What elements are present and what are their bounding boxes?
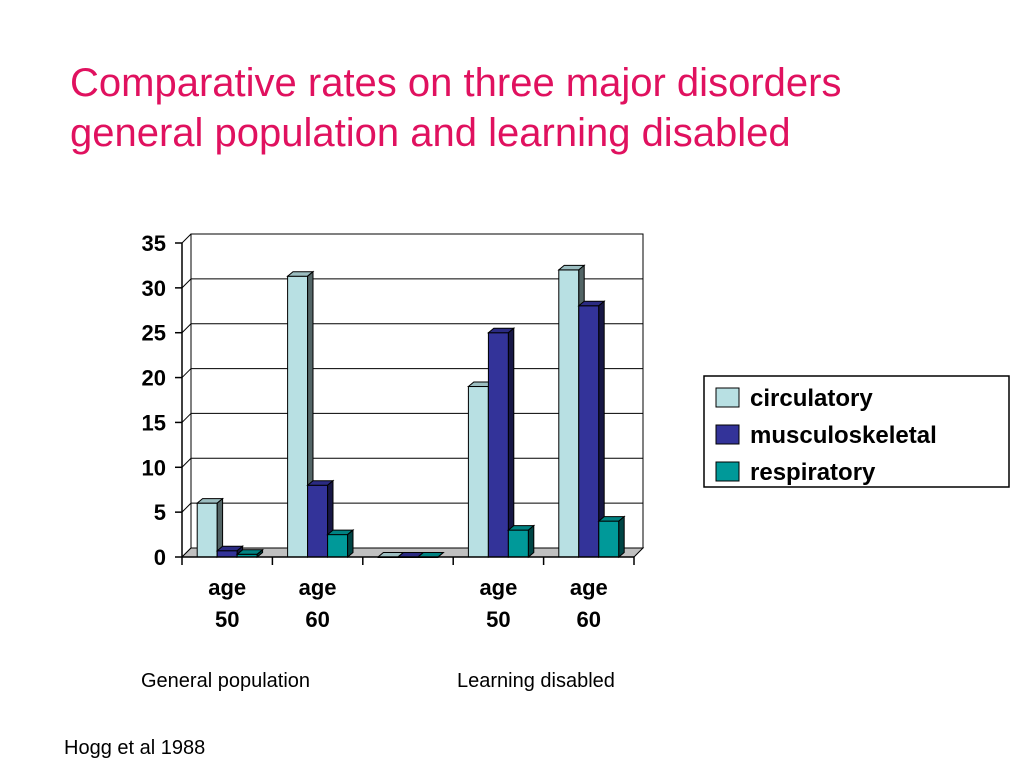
bar-front [558, 269, 580, 558]
bar-front [216, 550, 238, 558]
bar-side [437, 552, 444, 558]
title-line-1: Comparative rates on three major disorde… [70, 61, 842, 105]
gridline-side [181, 233, 192, 244]
legend: circulatory musculoskeletal respiratory [703, 375, 1010, 488]
bar-respiratory [507, 524, 536, 559]
x-category-label: 50 [215, 607, 239, 632]
group-label-learning: Learning disabled [457, 670, 615, 692]
bar-side [256, 548, 264, 559]
gridline-side [181, 368, 192, 378]
legend-swatch-musculoskeletal [715, 424, 740, 445]
legend-label-respiratory: respiratory [750, 459, 876, 486]
y-tick-label: 35 [142, 231, 166, 256]
y-tick-label: 15 [142, 410, 166, 435]
y-tick-label: 30 [142, 276, 166, 301]
bar-respiratory [326, 529, 355, 559]
bar-front [507, 529, 529, 558]
bar-front [467, 386, 489, 558]
bar-front [196, 502, 218, 558]
x-category-label: age [570, 575, 608, 600]
slide-title: Comparative rates on three major disorde… [70, 58, 990, 158]
x-category-label: 50 [486, 607, 510, 632]
bar-side [507, 327, 515, 559]
gridline-side [181, 323, 192, 334]
x-category-label: 60 [305, 607, 329, 632]
bar-front [327, 534, 349, 558]
legend-label-circulatory: circulatory [750, 385, 873, 412]
gridline-side [181, 413, 192, 423]
gridline-side [181, 502, 192, 513]
x-category-label: age [479, 575, 517, 600]
legend-swatch-respiratory [715, 461, 740, 482]
bar-front [307, 484, 329, 558]
bar-front [598, 520, 620, 558]
bar-side [347, 529, 354, 559]
x-category-label: 60 [577, 607, 601, 632]
bar-front [578, 305, 600, 558]
bars [195, 264, 626, 559]
bar-respiratory [235, 548, 264, 559]
bar-circulatory [195, 497, 224, 559]
y-tick-label: 0 [154, 545, 166, 570]
bar-front [487, 332, 509, 558]
bar-front [287, 275, 309, 558]
legend-swatch-circulatory [715, 387, 740, 408]
legend-box [703, 375, 1010, 488]
gridline-side [181, 278, 192, 289]
y-tick-label: 25 [142, 321, 166, 346]
group-label-general: General population [141, 670, 311, 692]
x-category-label: age [299, 575, 337, 600]
y-tick-label: 20 [142, 366, 166, 391]
y-tick-label: 5 [154, 500, 166, 525]
x-category-label: age [208, 575, 246, 600]
legend-label-musculoskeletal: musculoskeletal [750, 422, 937, 449]
bar-respiratory [597, 515, 626, 559]
axes: 0 5 10 15 20 25 30 35 age 50 age 60 age 50 age 60 [142, 231, 635, 632]
bar-musculoskeletal [487, 327, 516, 559]
bar-musculoskeletal [577, 300, 606, 559]
bar-side [527, 524, 535, 559]
title-line-2: general population and learning disabled [70, 111, 791, 155]
gridline-side [181, 457, 192, 468]
bar-side [618, 515, 625, 559]
y-tick-label: 10 [142, 455, 166, 480]
source-note: Hogg et al 1988 [64, 737, 206, 759]
